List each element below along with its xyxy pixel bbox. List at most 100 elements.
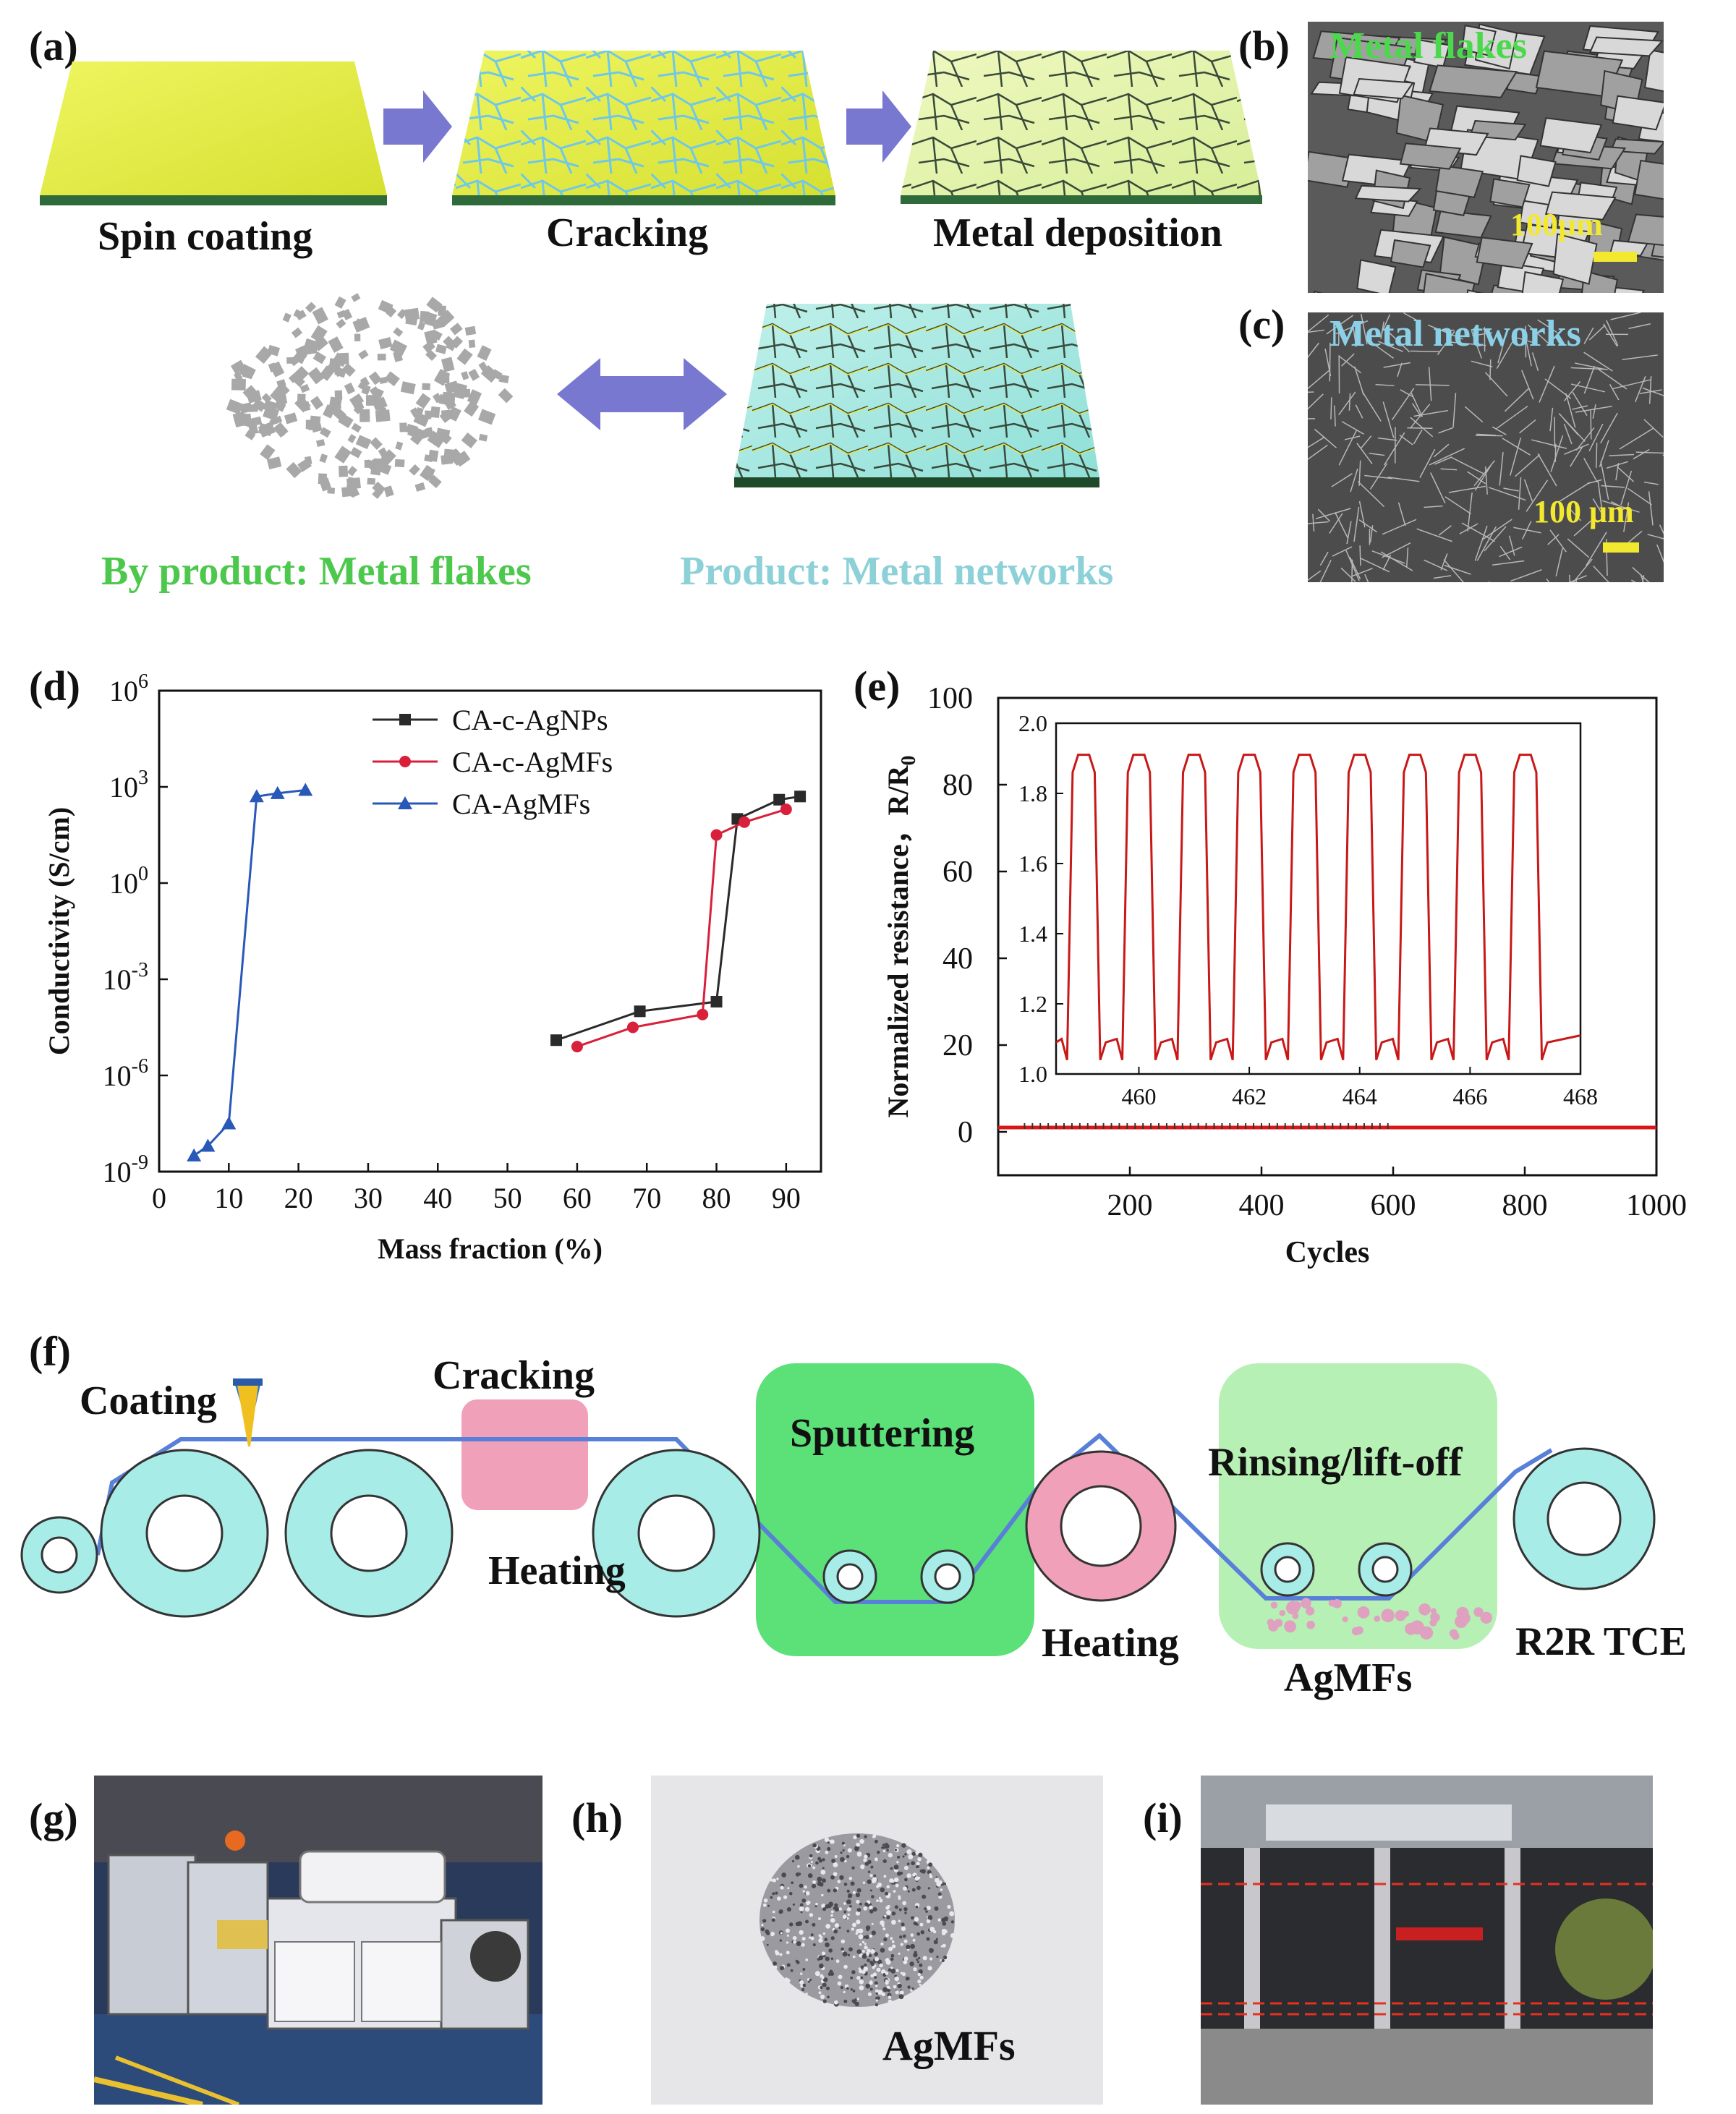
powder-grain [851,1999,856,2003]
powder-grain [864,1935,869,1940]
metal-flake [378,376,388,385]
powder-grain [833,1872,838,1877]
powder-grain [846,1907,851,1911]
powder-grain [838,1974,843,1979]
powder-grain [794,1854,800,1860]
sem-network-line [1452,393,1457,428]
powder-grain [798,1872,801,1876]
powder-grain [852,1922,856,1927]
powder-grain [873,1874,877,1878]
sem-network-line [1632,566,1650,582]
powder-grain [864,1964,867,1967]
powder-grain [872,1907,877,1912]
cracking-film [452,51,835,205]
powder-grain [927,1906,930,1909]
powder-grain [890,1968,896,1974]
metal-flake [432,393,443,404]
powder-grain [851,1970,856,1974]
powder-grain [815,1902,818,1906]
metal-flake [400,381,416,395]
sem-network-line [1308,342,1319,359]
sem-network-line [1539,365,1555,403]
sem-network-line [1340,567,1356,582]
metal-flake [355,435,372,450]
data-point [634,1005,646,1018]
rinsing-tank [1219,1363,1497,1649]
powder-grain [854,1998,858,2001]
powder-grain [885,1957,890,1962]
sem-network-line [1648,376,1652,404]
metal-flake [433,368,451,386]
metal-flake [468,368,480,381]
powder-grain [849,1904,852,1908]
x-tick-label: 90 [772,1182,801,1214]
sem-network-line [1319,551,1329,566]
powder-grain [907,1890,910,1893]
powder-grain [799,1906,804,1911]
sem-network-line [1397,362,1403,378]
powder-grain [856,1907,861,1912]
metal-flake [424,312,438,327]
powder-grain [891,1919,896,1925]
powder-grain [775,1891,778,1895]
powder-grain [821,1951,826,1956]
powder-grain [822,1932,826,1935]
powder-grain [802,1983,807,1987]
powder-grain [871,1922,874,1925]
powder-grain [898,1908,902,1911]
data-point [200,1138,216,1152]
y-tick-label: 10-6 [103,1055,148,1092]
powder-grain [882,1987,888,1992]
agmfs-particles [1267,1598,1492,1640]
powder-grain [762,1903,767,1907]
panel-b-label: (b) [1238,22,1290,69]
sem-network-line [1371,550,1405,564]
sem-network-line [1568,575,1587,582]
powder-grain [812,1922,816,1927]
powder-grain [909,1961,914,1966]
powder-grain [903,1960,908,1964]
sputter-roller-1 [822,1549,877,1604]
powder-grain [950,1920,954,1924]
y-axis-label: Normalized resistance，R/R0 [882,756,920,1118]
powder-grain [776,1878,779,1880]
powder-grain [846,1917,849,1920]
agmf-particle [1410,1620,1425,1635]
metal-flake [425,410,432,419]
r2r-machine-drawing [94,1776,542,2105]
sem-network-line [1308,391,1314,393]
metal-flake [336,310,346,319]
sem-network-line [1308,570,1322,581]
inset-y-tick-label: 1.8 [1018,780,1047,806]
metal-flake [346,466,357,477]
sem-network-line [1642,387,1664,396]
powder-grain [859,1985,864,1990]
sem-network-line [1616,466,1635,482]
powder-grain [875,1984,878,1987]
powder-grain [834,1906,839,1912]
sem-flake [1521,270,1565,293]
sem-network-line [1308,436,1325,448]
agmf-particle [1374,1615,1381,1622]
sem-network-line [1659,524,1664,534]
powder-grain [815,1861,819,1865]
sem-network-line [1476,526,1497,561]
y-tick-label: 100 [927,682,973,715]
powder-grain [896,1860,899,1864]
agmf-particle [1430,1608,1437,1614]
sem-network-line [1448,485,1486,493]
powder-grain [830,1972,835,1976]
powder-grain [907,1948,910,1951]
metal-flake [461,432,477,448]
roller-small-left [20,1516,98,1594]
powder-grain [864,1854,868,1859]
metal-flake [301,401,311,412]
sem-network-line [1353,366,1364,396]
sem-network-line [1361,435,1372,448]
panel-i-label: (i) [1143,1794,1183,1841]
agmfs-photo-caption: AgMFs [882,2022,1016,2069]
powder-grain [864,1862,869,1866]
label-cracking: Cracking [433,1353,595,1398]
powder-grain [875,1999,878,2002]
powder-grain [846,1889,850,1893]
